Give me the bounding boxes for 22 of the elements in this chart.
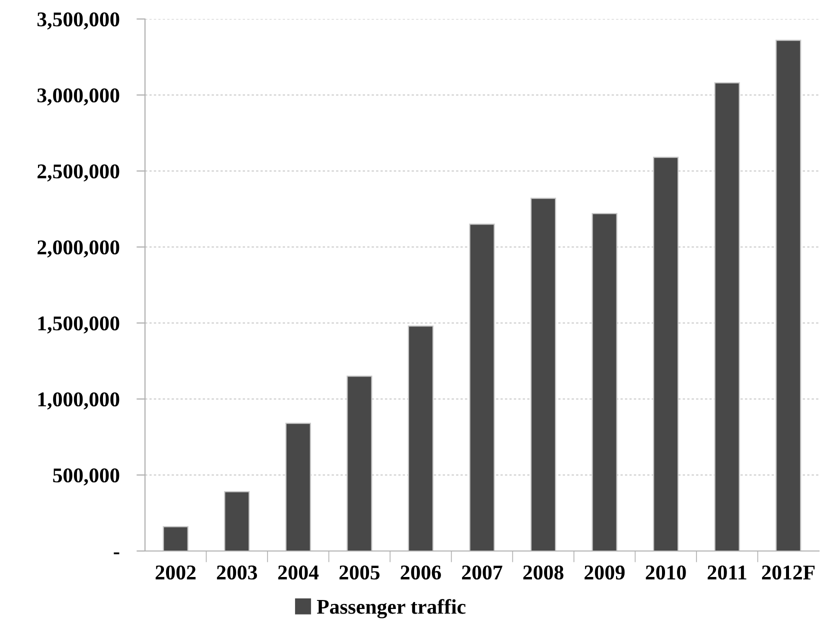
y-tick-label: - [114, 552, 120, 554]
x-tick-label: 2008 [523, 565, 564, 580]
y-tick-label: 1,500,000 [38, 316, 120, 334]
x-tick-label: 2012F [762, 565, 815, 580]
y-tick-label: 500,000 [53, 468, 120, 486]
x-tick-label: 2002 [156, 565, 196, 580]
y-tick-label: 1,000,000 [38, 392, 120, 410]
y-tick-label: 3,500,000 [37, 12, 120, 30]
x-tick-label: 2011 [708, 565, 746, 580]
x-tick-label: 2010 [646, 565, 686, 580]
bar [224, 491, 250, 551]
x-tick-label: 2004 [278, 565, 319, 580]
legend-label: Passenger traffic [316, 599, 466, 618]
y-tick-label: 2,500,000 [38, 164, 120, 182]
x-tick-label: 2003 [216, 565, 258, 580]
x-tick-label: 2005 [339, 565, 380, 580]
y-tick-label: 2,000,000 [38, 240, 120, 258]
bar [162, 526, 188, 551]
y-tick-label: 3,000,000 [37, 88, 120, 106]
x-tick-label: 2007 [462, 565, 502, 580]
x-tick-label: 2009 [584, 565, 625, 580]
x-tick-label: 2006 [400, 565, 441, 580]
